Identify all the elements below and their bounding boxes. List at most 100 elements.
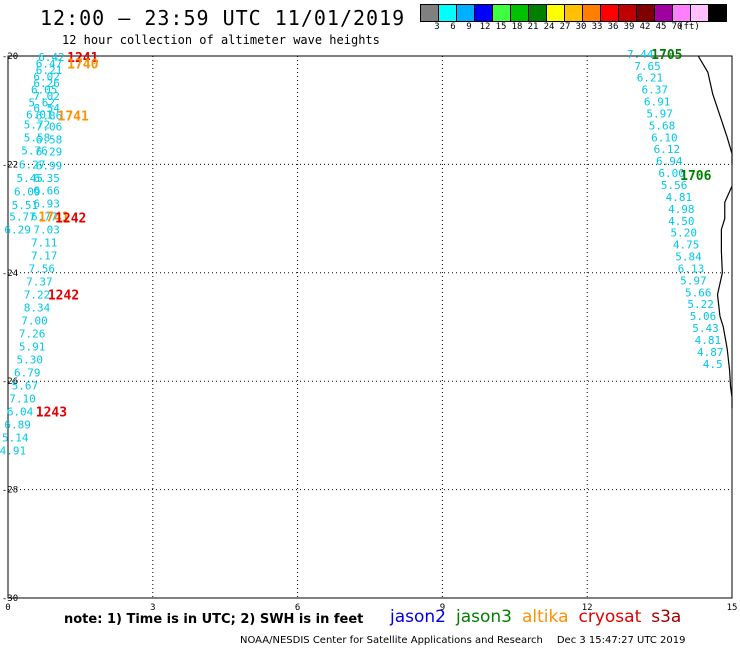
- wave-height-label: 8.34: [24, 301, 51, 314]
- wave-height-label: 5.56: [661, 179, 688, 192]
- legend-label: 30: [575, 22, 587, 32]
- lat-tick-label: -28: [2, 486, 18, 496]
- wave-height-label: 5.77: [9, 210, 36, 223]
- wave-height-label: 4.81: [666, 191, 693, 204]
- pass-time-label: 1243: [36, 406, 67, 421]
- legend-label: 3: [434, 22, 440, 32]
- footnote: note: 1) Time is in UTC; 2) SWH is in fe…: [64, 612, 364, 627]
- page-title: 12:00 – 23:59 UTC 11/01/2019: [40, 6, 406, 30]
- footer-credit: NOAA/NESDIS Center for Satellite Applica…: [240, 635, 543, 646]
- wave-height-label: 7.65: [634, 60, 661, 73]
- legend-label: 33: [591, 22, 603, 32]
- wave-height-label: 7.10: [9, 393, 36, 406]
- coastline: [697, 55, 733, 165]
- wave-height-label: 6.58: [36, 133, 63, 146]
- wave-height-label: 5.06: [690, 310, 717, 323]
- wave-height-label: 7.37: [26, 275, 53, 288]
- wave-height-label: 5.62: [29, 97, 56, 110]
- legend-label: 12: [479, 22, 491, 32]
- footer: NOAA/NESDIS Center for Satellite Applica…: [240, 635, 685, 646]
- wave-height-label: 6.29: [36, 145, 63, 158]
- wave-height-label: 6.02: [33, 71, 60, 84]
- wave-height-label: 7.03: [33, 223, 60, 236]
- wave-height-label: 6.91: [644, 96, 671, 109]
- pass-time-label: 1241: [67, 51, 98, 66]
- pass-time-label: 1242: [55, 212, 86, 227]
- wave-height-label: 5.20: [670, 227, 697, 240]
- lat-tick-label: -20: [2, 52, 18, 62]
- wave-height-label: 6.47: [36, 58, 63, 71]
- lat-tick-label: -24: [2, 269, 18, 279]
- wave-height-label: 4.91: [0, 445, 26, 458]
- wave-height-label: 5.97: [680, 274, 707, 287]
- wave-height-label: 5.45: [16, 172, 43, 185]
- lon-tick-label: 3: [150, 603, 155, 613]
- footer-timestamp: Dec 3 15:47:27 UTC 2019: [556, 635, 686, 646]
- pass-time-label: 1705: [651, 48, 682, 63]
- legend-label: 45: [655, 22, 667, 32]
- wave-height-label: 6.01: [26, 109, 53, 122]
- wave-height-label: 5.68: [649, 119, 676, 132]
- satellite-cryosat: cryosat: [578, 607, 642, 627]
- wave-height-label: 6.09: [14, 186, 41, 199]
- wave-height-label: 6.21: [637, 72, 664, 85]
- wave-height-label: 4.75: [673, 239, 700, 252]
- wave-height-label: 6.94: [656, 155, 683, 168]
- color-legend: [420, 4, 727, 22]
- wave-height-label: 6.26: [33, 77, 60, 90]
- legend-unit: (ft): [678, 22, 700, 32]
- pass-time-label: 1242: [48, 288, 79, 303]
- wave-height-label: 7.11: [31, 236, 58, 249]
- wave-height-label: 5.97: [646, 107, 673, 120]
- wave-height-label: 6.93: [33, 197, 60, 210]
- wave-height-label: 6.13: [678, 262, 705, 275]
- wave-height-label: 7.00: [21, 314, 48, 327]
- legend-label: 18: [511, 22, 523, 32]
- wave-height-label: 5.58: [24, 131, 51, 144]
- wave-height-label: 4.98: [668, 203, 695, 216]
- legend-label: 6: [450, 22, 456, 32]
- wave-height-label: 5.84: [675, 251, 702, 264]
- lon-tick-label: 12: [582, 603, 593, 613]
- wave-height-label: 5.30: [16, 354, 43, 367]
- legend-label: 9: [466, 22, 472, 32]
- wave-height-label: 7.02: [33, 90, 60, 103]
- wave-height-label: 7.44: [627, 48, 654, 61]
- wave-height-label: 5.22: [687, 298, 714, 311]
- wave-height-label: 6.54: [33, 102, 60, 115]
- legend-label: 39: [623, 22, 635, 32]
- coastline: [716, 185, 733, 409]
- wave-height-label: 6.00: [658, 167, 685, 180]
- wave-height-label: 4.5: [703, 358, 723, 371]
- map-frame: [7, 55, 733, 599]
- satellite-jason2: jason2: [390, 607, 446, 627]
- wave-height-label: 6.27: [19, 158, 46, 171]
- wave-height-label: 6.86: [36, 110, 63, 123]
- wave-height-label: 7.56: [29, 262, 56, 275]
- satellite-legend: jason2 jason3 altika cryosat s3a: [390, 607, 691, 627]
- wave-height-label: 6.37: [642, 84, 669, 97]
- wave-height-label: 7.06: [36, 120, 63, 133]
- wave-height-label: 4.50: [668, 215, 695, 228]
- wave-height-label: 6.99: [36, 159, 63, 172]
- wave-height-label: 5.66: [685, 286, 712, 299]
- wave-height-label: 7.17: [31, 249, 58, 262]
- legend-label: 21: [527, 22, 539, 32]
- wave-height-label: 5.67: [12, 380, 39, 393]
- wave-height-label: 6.21: [36, 64, 63, 77]
- legend-swatch: [708, 4, 727, 22]
- wave-height-label: 4.87: [697, 346, 724, 359]
- lon-tick-label: 15: [727, 603, 738, 613]
- wave-height-label: 6.66: [33, 184, 60, 197]
- wave-height-label: 5.14: [2, 432, 29, 445]
- legend-label: 70: [671, 22, 683, 32]
- wave-height-label: 6.05: [31, 84, 58, 97]
- lat-tick-label: -30: [2, 594, 18, 604]
- pass-time-label: 1706: [680, 169, 711, 184]
- wave-height-label: 5.72: [24, 118, 51, 131]
- page-subtitle: 12 hour collection of altimeter wave hei…: [62, 33, 380, 47]
- wave-height-label: 6.35: [33, 172, 60, 185]
- wave-height-label: 6.89: [4, 419, 31, 432]
- lat-tick-label: -26: [2, 377, 18, 387]
